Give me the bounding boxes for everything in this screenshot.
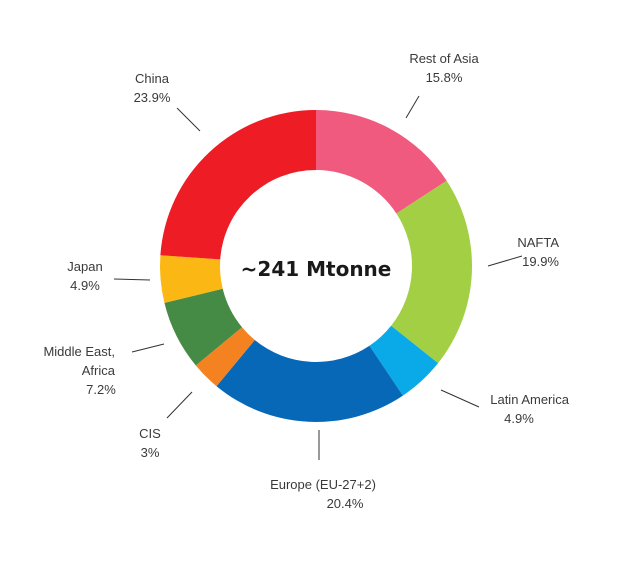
value-label-latin-america: 4.9% <box>504 411 534 426</box>
value-label-japan: 4.9% <box>70 278 100 293</box>
center-label: ~241 Mtonne <box>241 257 392 281</box>
category-label-nafta: NAFTA <box>517 235 559 250</box>
leader-line-latin-america <box>440 389 480 408</box>
category-label-japan: Japan <box>67 259 102 274</box>
leader-line-japan <box>113 278 151 281</box>
category-label-middle-east-africa: Africa <box>82 363 116 378</box>
leader-line-middle-east-africa <box>131 343 165 353</box>
value-label-rest-of-asia: 15.8% <box>426 70 463 85</box>
slice-latin-america <box>369 325 439 396</box>
labels-group: Rest of Asia 15.8% NAFTA 19.9% Latin America… <box>43 51 569 511</box>
category-label-europe-eu-27-2: Europe (EU-27+2) <box>270 477 376 492</box>
category-label-china: China <box>135 71 170 86</box>
slice-japan <box>160 255 223 303</box>
slice-middle-east-africa <box>164 288 243 366</box>
leader-lines-group <box>113 95 523 460</box>
slice-china <box>160 110 316 260</box>
category-label-middle-east-africa: Middle East, <box>43 344 115 359</box>
value-label-europe-eu-27-2: 20.4% <box>327 496 364 511</box>
leader-line-cis <box>166 391 193 419</box>
slice-cis <box>195 327 255 387</box>
category-label-latin-america: Latin America <box>490 392 570 407</box>
value-label-nafta: 19.9% <box>522 254 559 269</box>
leader-line-rest-of-asia <box>405 95 420 119</box>
value-label-middle-east-africa: 7.2% <box>86 382 116 397</box>
slice-europe-eu-27-2 <box>216 339 403 422</box>
slice-rest-of-asia <box>316 110 447 214</box>
category-label-cis: CIS <box>139 426 161 441</box>
leader-line-china <box>176 107 201 132</box>
slice-nafta <box>391 180 473 364</box>
value-label-china: 23.9% <box>134 90 171 105</box>
leader-line-nafta <box>487 255 523 267</box>
category-label-rest-of-asia: Rest of Asia <box>409 51 479 66</box>
slices-group <box>160 110 473 422</box>
value-label-cis: 3% <box>141 445 160 460</box>
